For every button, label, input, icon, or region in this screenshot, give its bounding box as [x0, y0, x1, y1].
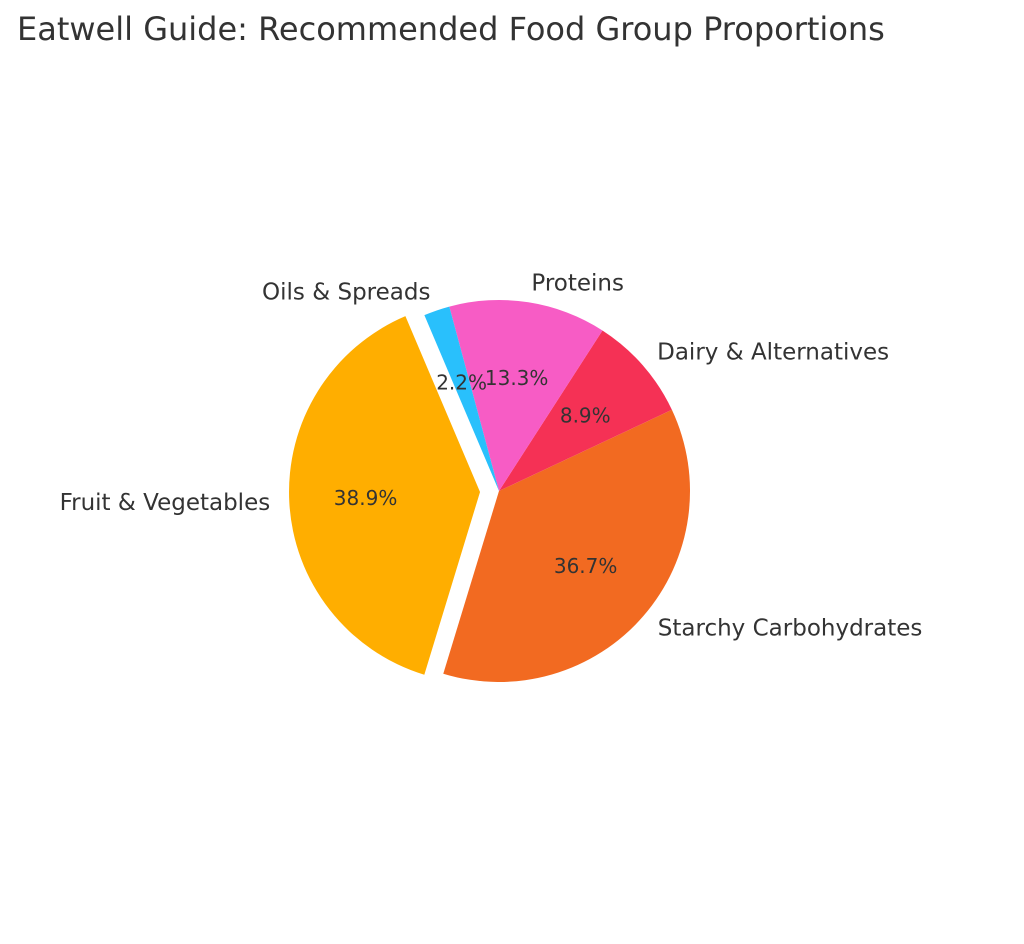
pie-category-label-proteins: Proteins — [531, 270, 624, 296]
chart-title: Eatwell Guide: Recommended Food Group Pr… — [17, 10, 885, 48]
pie-slice-oils-and-spreads — [424, 306, 499, 491]
pie-labels: 38.9% Fruit & Vegetables 36.7% Starchy Carb… — [60, 270, 923, 641]
pie-category-label-fruit-and-vegetables: Fruit & Vegetables — [60, 490, 271, 516]
pie-slices — [289, 300, 691, 683]
pie-slice-proteins — [449, 300, 603, 491]
pie-value-label-dairy-and-alternatives: 8.9% — [560, 404, 611, 428]
pie-value-label-starchy-carbohydrates: 36.7% — [554, 554, 618, 578]
pie-category-label-starchy-carbohydrates: Starchy Carbohydrates — [658, 616, 923, 642]
pie-category-label-dairy-and-alternatives: Dairy & Alternatives — [657, 340, 889, 366]
pie-value-label-fruit-and-vegetables: 38.9% — [334, 486, 398, 510]
pie-slice-dairy-and-alternatives — [499, 330, 672, 491]
pie-slice-starchy-carbohydrates — [443, 409, 691, 683]
pie-value-label-proteins: 13.3% — [485, 366, 549, 390]
pie-category-label-oils-and-spreads: Oils & Spreads — [262, 279, 430, 305]
pie-slice-fruit-and-vegetables — [289, 316, 481, 675]
pie-value-label-oils-and-spreads: 2.2% — [436, 371, 487, 395]
